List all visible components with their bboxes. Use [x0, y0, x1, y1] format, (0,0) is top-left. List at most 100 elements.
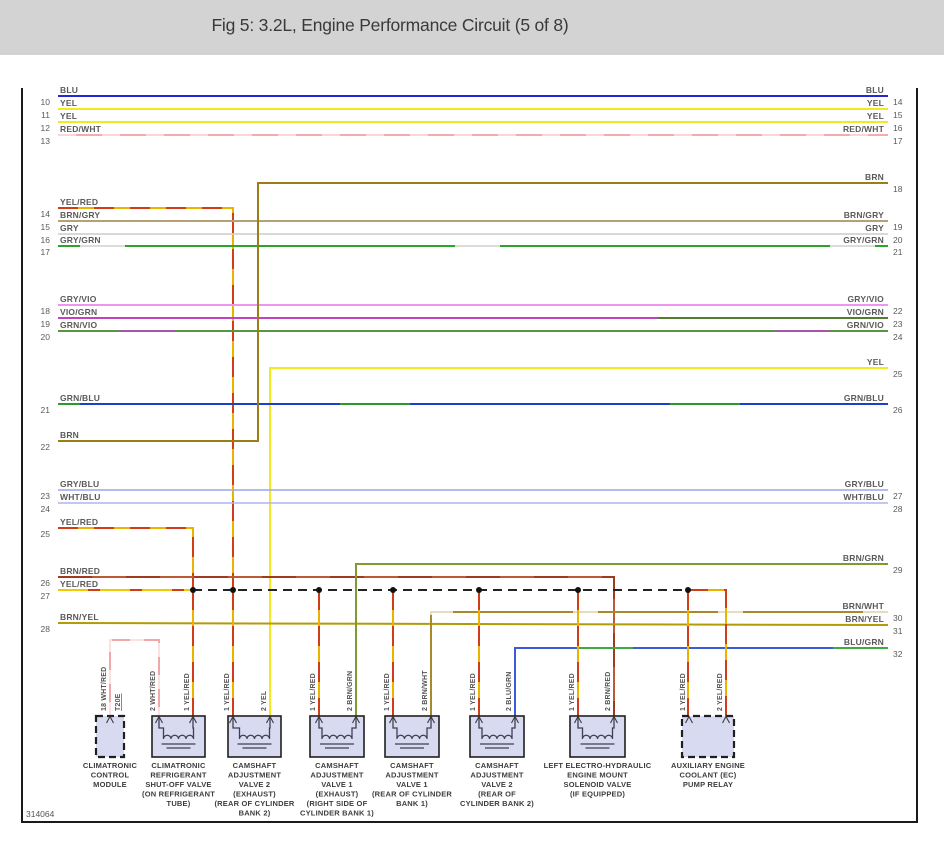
- pin-arrow-icon: [229, 715, 237, 724]
- wire-label-left-BRN: BRN: [60, 430, 79, 440]
- wire-number-right: 22: [893, 306, 903, 316]
- splice-dot: [390, 587, 396, 593]
- wire-label-right-RED/WHT: RED/WHT: [843, 124, 885, 134]
- component-label: CAMSHAFT: [233, 761, 277, 770]
- wire-number-right: 31: [893, 626, 903, 636]
- component-label: VALVE 2: [239, 780, 271, 789]
- wire-label-left-WHT/BLU: WHT/BLU: [60, 492, 101, 502]
- component-label: REFRIGERANT: [150, 771, 207, 780]
- wire-label-right-BRN/WHT: BRN/WHT: [842, 601, 884, 611]
- wire-BRN/YEL: [57, 622, 889, 626]
- splice-dot: [476, 587, 482, 593]
- wire-number-left: 10: [41, 97, 51, 107]
- wire-YEL/RED: [58, 207, 234, 590]
- wire-label-left-VIO/GRN: VIO/GRN: [60, 307, 97, 317]
- pin-label: 1 YEL/RED: [310, 673, 317, 711]
- wire-number-right: 24: [893, 332, 903, 342]
- component-label: CYLINDER BANK 2): [460, 799, 534, 808]
- wire-number-right: 27: [893, 491, 903, 501]
- wire-number-right: 17: [893, 136, 903, 146]
- wire-label-right-GRY/VIO: GRY/VIO: [847, 294, 884, 304]
- component-label: CONTROL: [91, 771, 130, 780]
- pin-arrow-icon: [352, 715, 360, 724]
- wire-label-left-GRN/VIO: GRN/VIO: [60, 320, 97, 330]
- wire-label-left-BRN/GRY: BRN/GRY: [60, 210, 100, 220]
- pin-label: 1 YEL/RED: [680, 673, 687, 711]
- pin-label: 2 YEL/RED: [717, 673, 724, 711]
- wire-label-right-BRN/YEL: BRN/YEL: [845, 614, 884, 624]
- component-label: (RIGHT SIDE OF: [307, 799, 368, 808]
- wire-number-left: 23: [41, 491, 51, 501]
- component-label: VALVE 1: [321, 780, 353, 789]
- wire-label-right-BRN: BRN: [865, 172, 884, 182]
- component-label: SOLENOID VALVE: [564, 780, 632, 789]
- component-label: VALVE 2: [481, 780, 513, 789]
- wire-number-left: 18: [41, 306, 51, 316]
- component-label: ENGINE MOUNT: [567, 771, 628, 780]
- wire-label-left-BRN/YEL: BRN/YEL: [60, 612, 99, 622]
- wire-number-right: 20: [893, 235, 903, 245]
- component-label: PUMP RELAY: [683, 780, 733, 789]
- wire-number-right: 29: [893, 565, 903, 575]
- component-label: CAMSHAFT: [315, 761, 359, 770]
- wire-YEL: [269, 367, 888, 716]
- wire-number-left: 27: [41, 591, 51, 601]
- component-label: CAMSHAFT: [475, 761, 519, 770]
- pin-arrow-icon: [685, 715, 693, 724]
- wire-number-right: 28: [893, 504, 903, 514]
- pin-arrow-icon: [315, 715, 323, 724]
- wire-number-left: 25: [41, 529, 51, 539]
- pin-arrow-icon: [266, 715, 274, 724]
- wire-BRN/WHT: [430, 611, 888, 716]
- pin-label: 1 YEL/RED: [470, 673, 477, 711]
- wire-number-right: 30: [893, 613, 903, 623]
- wire-number-left: 19: [41, 319, 51, 329]
- wire-number-left: 12: [41, 123, 51, 133]
- pin-label: 1 YEL/RED: [224, 673, 231, 711]
- wire-number-right: 15: [893, 110, 903, 120]
- pin-arrow-icon: [106, 715, 114, 724]
- pin-label: 2 WHT/RED: [150, 671, 157, 711]
- component-label: MODULE: [93, 780, 127, 789]
- wire-number-left: 16: [41, 235, 51, 245]
- wire-label-left-GRN/BLU: GRN/BLU: [60, 393, 100, 403]
- wire-label-right-BRN/GRN: BRN/GRN: [843, 553, 884, 563]
- wire-number-left: 24: [41, 504, 51, 514]
- wire-label-left-GRY/BLU: GRY/BLU: [60, 479, 99, 489]
- component-box-left-electro-hydraulic-engine-mount-solenoid-valve: [569, 715, 626, 758]
- wire-number-left: 26: [41, 578, 51, 588]
- wire-stripe-YEL/RED: [688, 589, 727, 716]
- component-label: COOLANT (EC): [680, 771, 737, 780]
- component-label: CLIMATRONIC: [83, 761, 138, 770]
- wire-BRN/GRN: [355, 563, 888, 716]
- wire-label-right-GRN/BLU: GRN/BLU: [844, 393, 884, 403]
- splice-dot: [575, 587, 581, 593]
- pin-arrow-icon: [155, 715, 163, 724]
- diagram-border: [21, 88, 918, 823]
- wire-number-left: 15: [41, 222, 51, 232]
- wire-label-left-YEL/RED: YEL/RED: [60, 517, 98, 527]
- wire-label-left-BLU: BLU: [60, 85, 78, 95]
- title-bar: Fig 5: 3.2L, Engine Performance Circuit …: [0, 0, 944, 55]
- connector-label: T20E: [115, 693, 122, 711]
- component-label: ADJUSTMENT: [385, 771, 438, 780]
- pin-arrow-icon: [610, 715, 618, 724]
- component-label: VALVE 1: [396, 780, 428, 789]
- wire-stripe-BRN/WHT: [430, 611, 888, 716]
- wire-label-right-BRN/GRY: BRN/GRY: [844, 210, 884, 220]
- component-label: LEFT ELECTRO-HYDRAULIC: [544, 761, 652, 770]
- coil-symbol: [318, 717, 357, 740]
- wire-label-left-GRY/GRN: GRY/GRN: [60, 235, 101, 245]
- pin-arrow-icon: [389, 715, 397, 724]
- wire-label-left-YEL/RED: YEL/RED: [60, 197, 98, 207]
- wire-label-right-WHT/BLU: WHT/BLU: [843, 492, 884, 502]
- component-box-camshaft-adjustment-valve-2-exhaust-bank-2: [227, 715, 282, 758]
- pin-label: 2 YEL: [261, 690, 268, 711]
- component-box-camshaft-adjustment-valve-2-rear-bank-2: [469, 715, 525, 758]
- wire-number-right: 14: [893, 97, 903, 107]
- component-label: CYLINDER BANK 1): [300, 809, 374, 818]
- coil-symbol: [478, 717, 516, 740]
- component-label: ADJUSTMENT: [470, 771, 523, 780]
